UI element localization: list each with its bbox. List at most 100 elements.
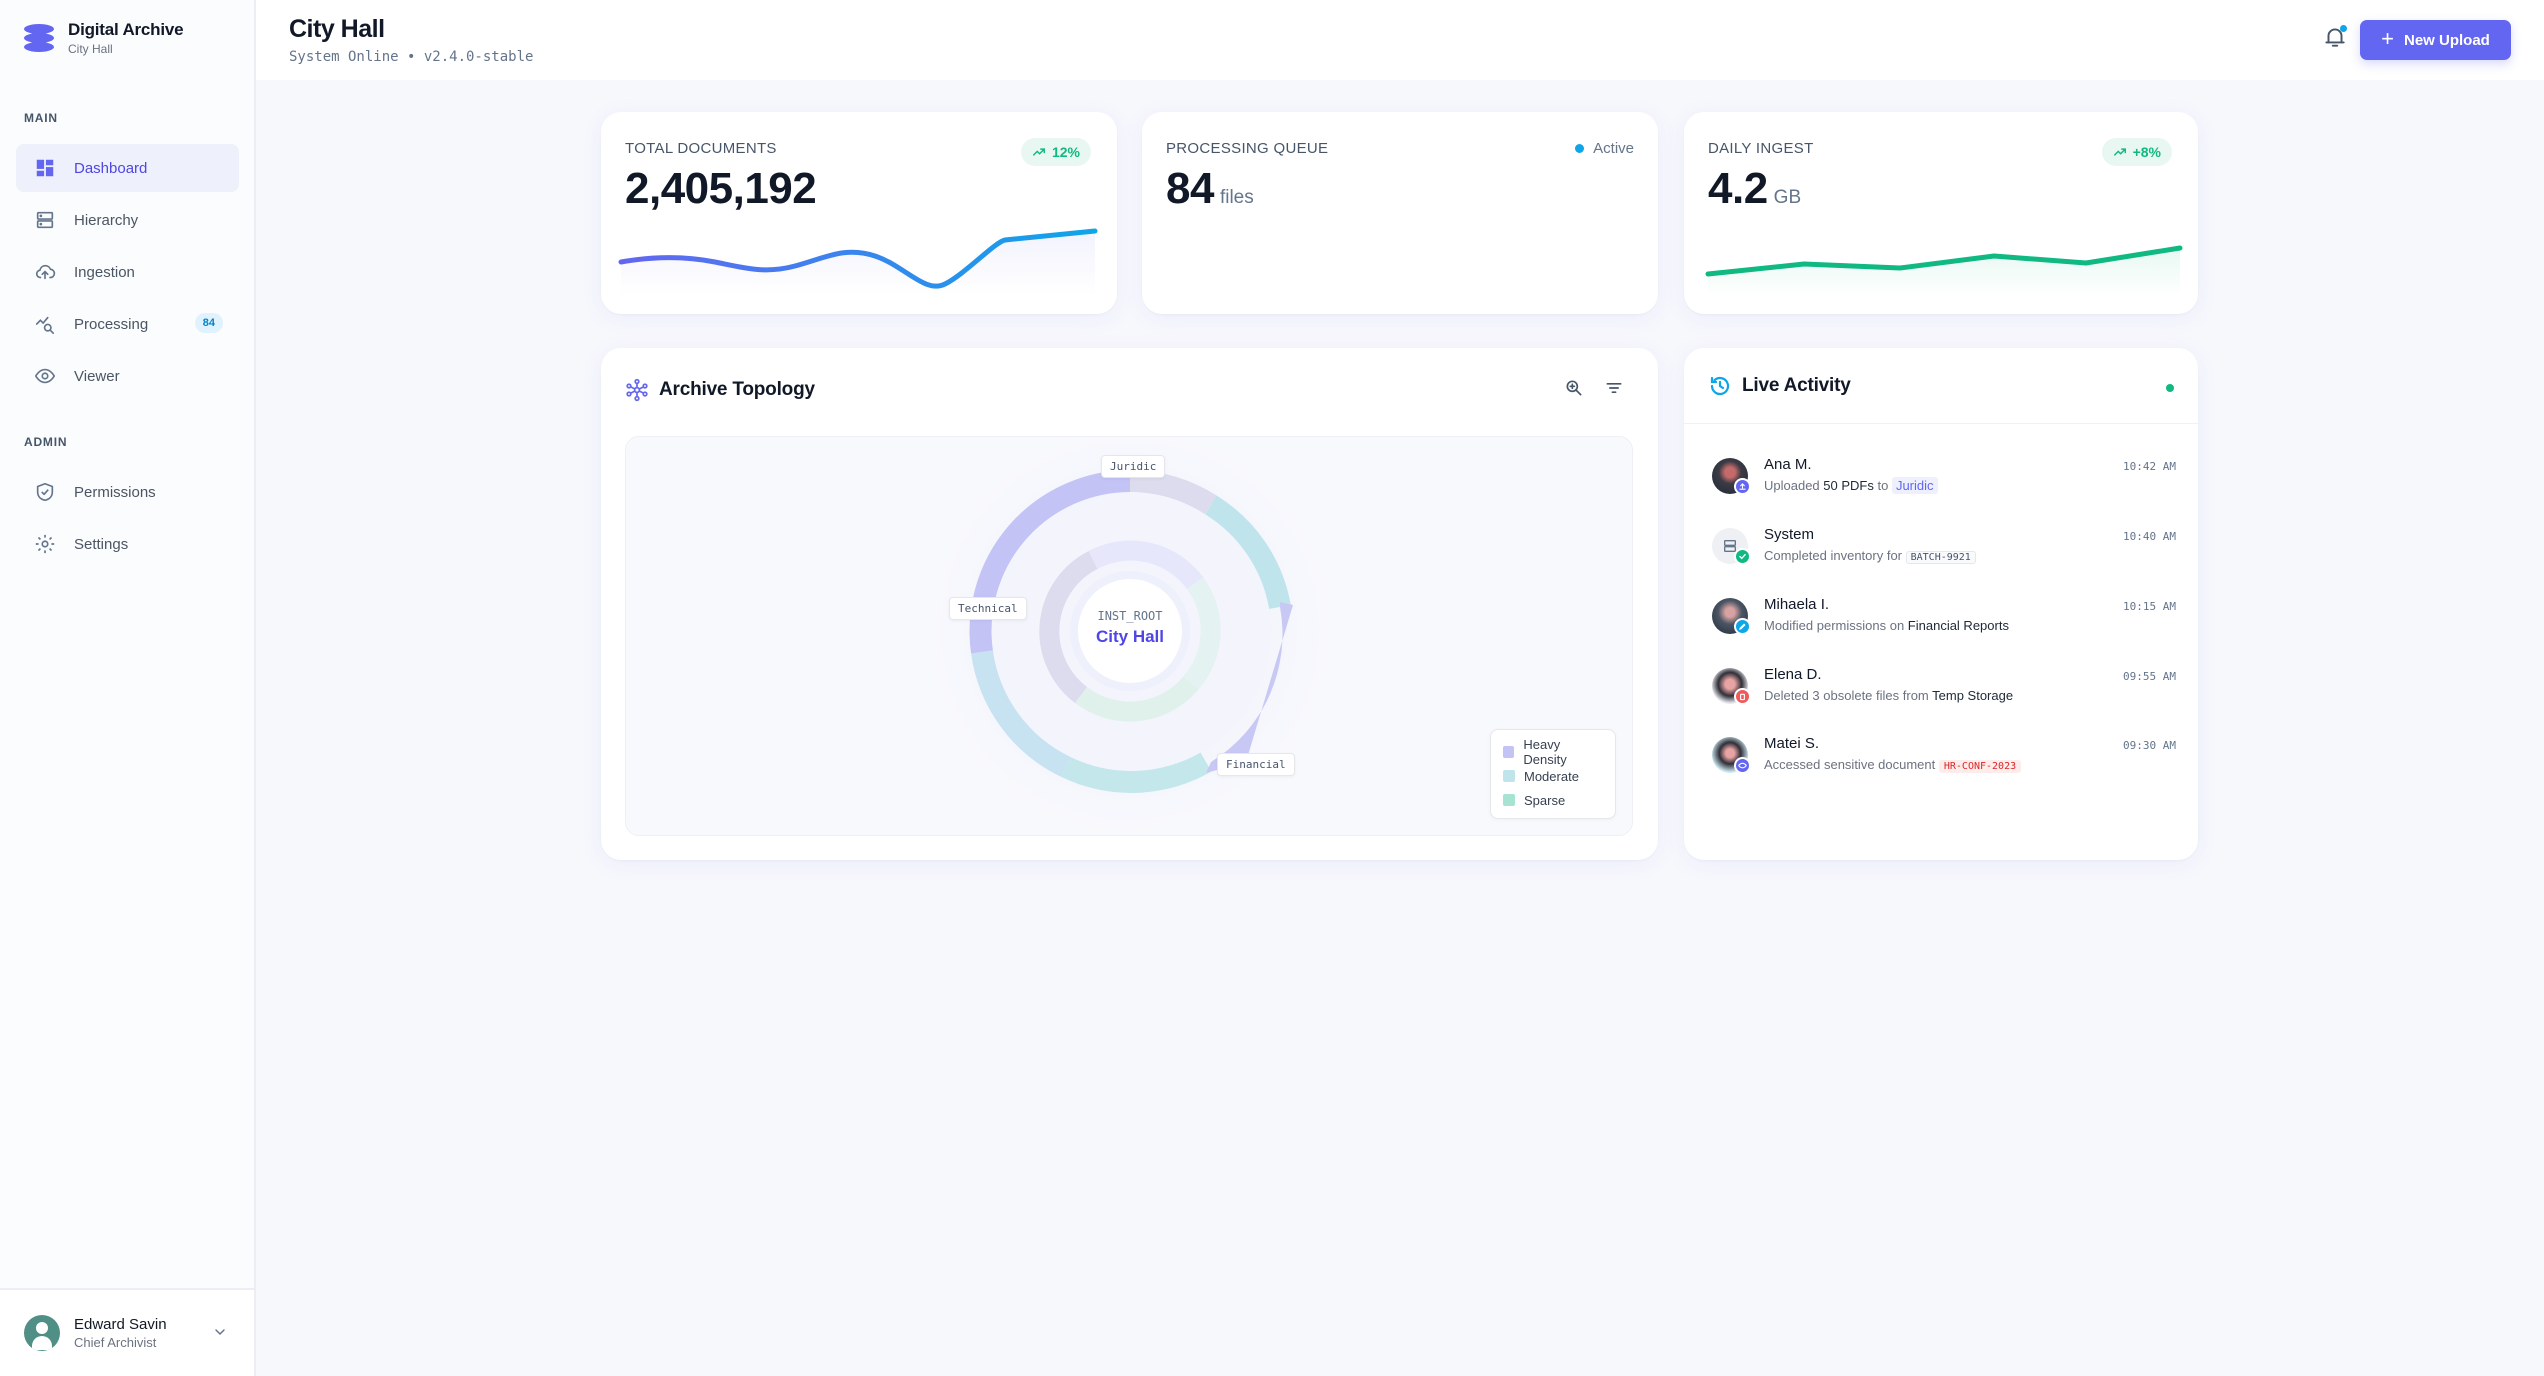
new-upload-label: New Upload	[2404, 31, 2490, 49]
user-role: Chief Archivist	[74, 1335, 157, 1350]
view-badge	[1734, 757, 1751, 774]
activity-description: Uploaded 50 PDFs to Juridic	[1764, 477, 1938, 494]
sidebar-item-hierarchy[interactable]: Hierarchy	[16, 196, 239, 244]
stat-value: 84 files	[1166, 164, 1254, 213]
sidebar-item-label: Settings	[74, 535, 129, 553]
sidebar-item-permissions[interactable]: Permissions	[16, 468, 239, 516]
edit-badge	[1734, 618, 1751, 635]
activity-description: Accessed sensitive document HR-CONF-2023	[1764, 757, 2022, 773]
processing-count-badge: 84	[194, 313, 223, 333]
tag-sensitive-doc[interactable]: HR-CONF-2023	[1938, 760, 2022, 773]
cloud-upload-icon	[35, 264, 56, 280]
topology-chart[interactable]: Juridic Technical Financial INST_ROOT Ci…	[625, 436, 1633, 836]
activity-item[interactable]: Matei S. Accessed sensitive document HR-…	[1712, 735, 2176, 791]
upload-badge	[1734, 478, 1751, 495]
zoom-in-icon	[1566, 380, 1582, 396]
user-menu[interactable]: Edward Savin Chief Archivist	[0, 1288, 254, 1376]
trend-badge: 12%	[1020, 138, 1091, 166]
dashboard-grid-icon	[36, 159, 54, 177]
brand-title: Digital Archive	[68, 20, 184, 39]
activity-description: Deleted 3 obsolete files from Temp Stora…	[1764, 688, 2014, 703]
tag-juridic[interactable]: Juridic	[1891, 477, 1938, 494]
sidebar-item-settings[interactable]: Settings	[16, 520, 239, 568]
gear-icon	[35, 534, 55, 554]
node-technical[interactable]: Technical	[949, 597, 1027, 620]
legend-sparse: Sparse	[1503, 788, 1603, 812]
center-value: City Hall	[1095, 627, 1165, 646]
activity-time: 09:55 AM	[2123, 670, 2176, 683]
sidebar-item-label: Dashboard	[74, 159, 148, 177]
trash-icon	[1740, 693, 1745, 701]
zoom-in-button[interactable]	[1564, 378, 1586, 400]
activity-description: Completed inventory for BATCH-9921	[1764, 548, 1976, 564]
sidebar-item-label: Ingestion	[74, 263, 135, 281]
topology-center[interactable]: INST_ROOT City Hall	[1070, 609, 1190, 647]
delete-badge	[1734, 688, 1751, 705]
bell-icon	[2325, 28, 2345, 47]
pencil-icon	[1738, 623, 1746, 631]
avatar	[24, 1315, 60, 1351]
new-upload-button[interactable]: + New Upload	[2360, 20, 2511, 60]
live-activity-card: Live Activity Ana M. Uploaded 50 PDFs to…	[1684, 348, 2198, 860]
shield-check-icon	[36, 482, 54, 502]
activity-user: Matei S.	[1764, 735, 1820, 752]
plus-icon: +	[2381, 26, 2394, 51]
check-icon	[1739, 553, 1746, 560]
node-financial[interactable]: Financial	[1217, 753, 1295, 776]
trend-up-icon	[1032, 148, 1045, 156]
page-title: City Hall	[289, 15, 385, 43]
server-icon	[1724, 540, 1736, 552]
activity-header: Live Activity	[1684, 348, 2198, 424]
stat-card-total-documents: TOTAL DOCUMENTS 2,405,192 12%	[601, 112, 1117, 314]
node-juridic[interactable]: Juridic	[1101, 455, 1166, 478]
chevron-down-icon[interactable]	[212, 1324, 228, 1340]
topology-title: Archive Topology	[625, 378, 815, 402]
eye-icon	[34, 368, 56, 384]
queue-status: Active	[1575, 140, 1634, 157]
activity-title: Live Activity	[1708, 374, 1851, 398]
nav-section-admin: ADMIN	[24, 435, 68, 449]
server-rack-icon	[36, 211, 54, 229]
documents-sparkline	[618, 228, 1098, 296]
tag-batch[interactable]: BATCH-9921	[1905, 551, 1976, 564]
system-status: System Online • v2.4.0-stable	[289, 49, 534, 65]
activity-item[interactable]: Elena D. Deleted 3 obsolete files from T…	[1712, 666, 2176, 722]
filter-button[interactable]	[1604, 378, 1626, 400]
status-dot	[1575, 144, 1585, 153]
stat-card-processing-queue: PROCESSING QUEUE 84 files Active	[1142, 112, 1658, 314]
activity-time: 10:15 AM	[2123, 600, 2176, 613]
database-stack-icon	[24, 23, 54, 53]
activity-time: 09:30 AM	[2123, 739, 2176, 752]
sidebar-item-label: Viewer	[74, 367, 120, 385]
center-key: INST_ROOT	[1097, 609, 1163, 623]
activity-item[interactable]: System Completed inventory for BATCH-992…	[1712, 526, 2176, 582]
notifications-button[interactable]	[2322, 24, 2348, 50]
stat-value: 2,405,192	[625, 164, 817, 213]
stat-card-daily-ingest: DAILY INGEST 4.2 GB +8%	[1684, 112, 2198, 314]
user-name: Edward Savin	[74, 1316, 167, 1333]
sidebar-item-ingestion[interactable]: Ingestion	[16, 248, 239, 296]
sidebar-item-viewer[interactable]: Viewer	[16, 352, 239, 400]
legend-moderate: Moderate	[1503, 764, 1603, 788]
stat-label: PROCESSING QUEUE	[1166, 140, 1329, 157]
activity-user: Ana M.	[1764, 456, 1812, 473]
activity-user: Mihaela I.	[1764, 596, 1830, 613]
sidebar-item-label: Hierarchy	[74, 211, 139, 229]
activity-description: Modified permissions on Financial Report…	[1764, 618, 2009, 633]
brand-subtitle: City Hall	[68, 42, 113, 56]
notification-dot	[2340, 25, 2347, 32]
upload-icon	[1739, 483, 1746, 490]
sidebar-item-label: Permissions	[74, 483, 156, 501]
stat-value: 4.2 GB	[1708, 164, 1802, 213]
archive-topology-card: Archive Topology	[601, 348, 1658, 860]
activity-user: Elena D.	[1764, 666, 1822, 683]
trend-badge: +8%	[2101, 138, 2172, 166]
sidebar-item-dashboard[interactable]: Dashboard	[16, 144, 239, 192]
chart-search-icon	[35, 316, 55, 334]
sidebar-item-processing[interactable]: Processing 84	[16, 300, 239, 348]
activity-item[interactable]: Mihaela I. Modified permissions on Finan…	[1712, 596, 2176, 652]
sidebar-item-label: Processing	[74, 315, 149, 333]
activity-item[interactable]: Ana M. Uploaded 50 PDFs to Juridic 10:42…	[1712, 456, 2176, 512]
brand[interactable]: Digital Archive City Hall	[24, 20, 184, 56]
stat-label: TOTAL DOCUMENTS	[625, 140, 777, 157]
